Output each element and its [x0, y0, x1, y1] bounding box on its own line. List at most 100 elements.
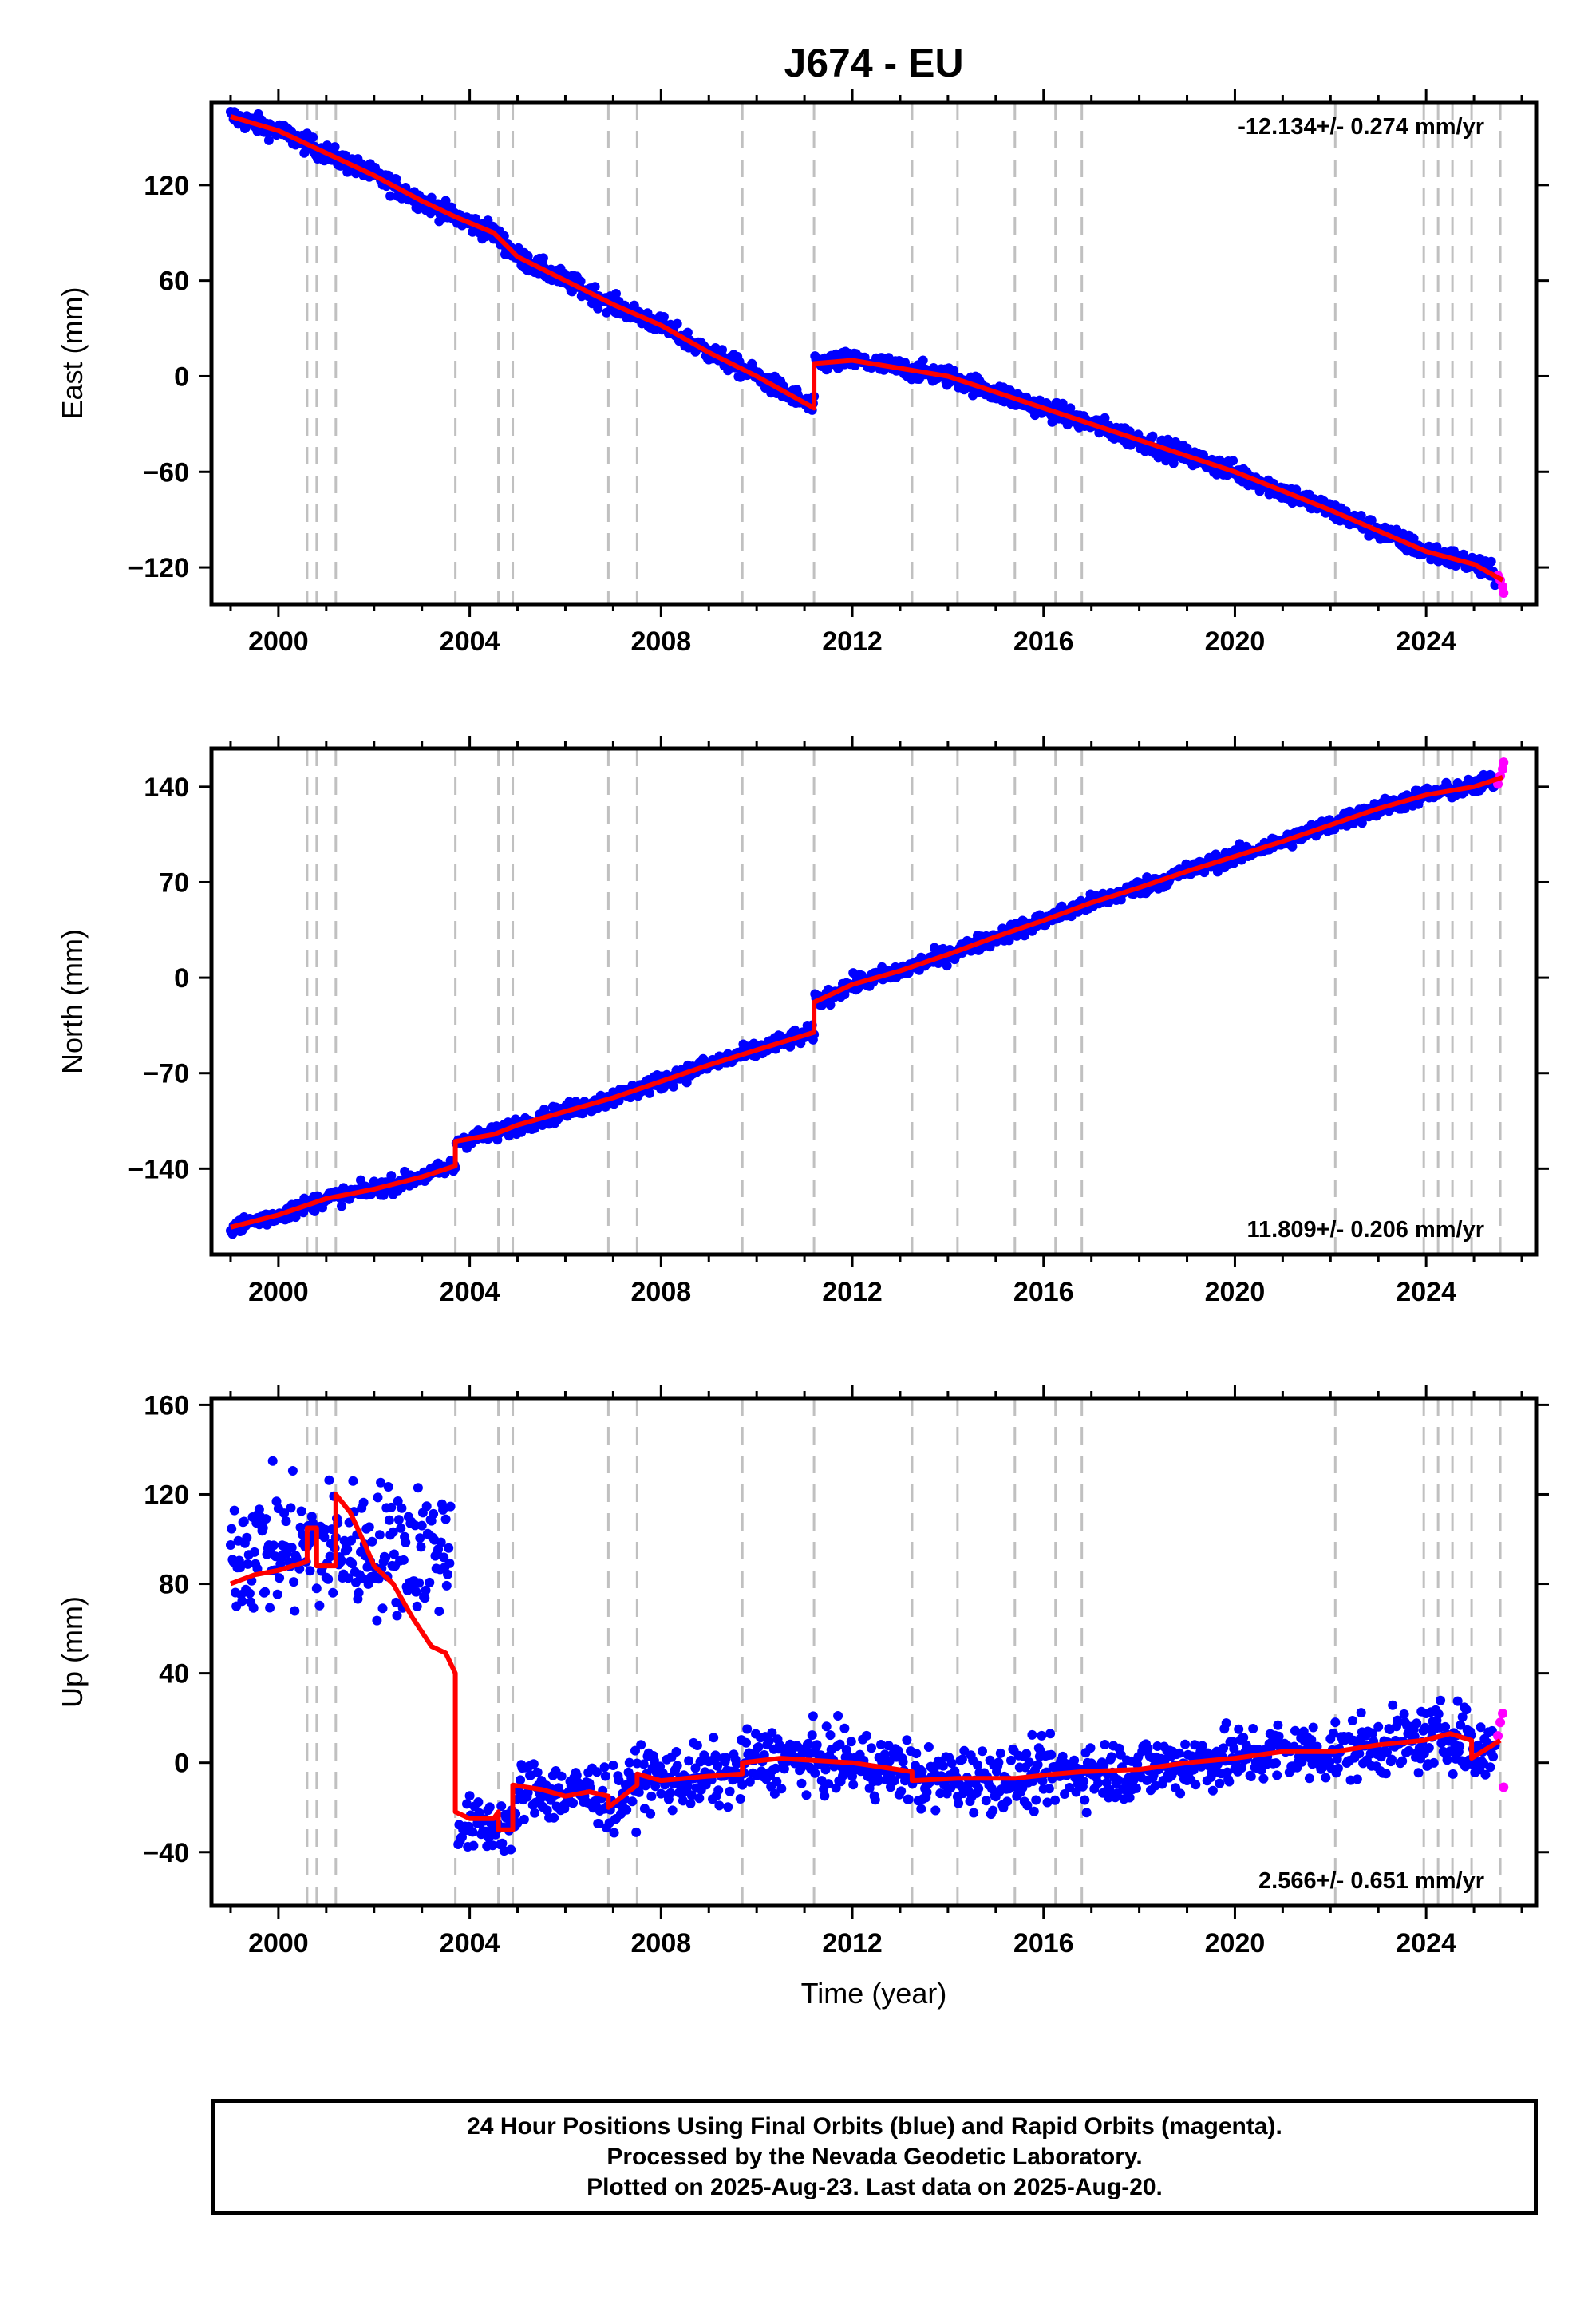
data-point [911, 1749, 922, 1759]
x-tick-label: 2020 [1205, 626, 1266, 657]
data-point [530, 1808, 540, 1818]
y-tick-label: −120 [128, 553, 189, 583]
data-point [1229, 1744, 1239, 1754]
data-point [286, 1503, 296, 1513]
data-point [609, 1828, 619, 1838]
data-point [893, 1745, 903, 1756]
data-point [713, 1761, 722, 1771]
x-tick-label: 2004 [440, 1277, 500, 1307]
data-point [462, 1799, 472, 1809]
data-point [1352, 1774, 1362, 1784]
data-point [1381, 1769, 1391, 1779]
data-point [519, 1814, 529, 1824]
data-point [1033, 1760, 1043, 1770]
data-point [373, 1492, 383, 1503]
y-tick-label: 140 [144, 773, 189, 803]
data-point [324, 1475, 334, 1485]
data-point [229, 1505, 239, 1516]
data-point [1328, 1728, 1338, 1738]
data-point [1100, 1740, 1110, 1749]
x-tick-label: 2012 [822, 1277, 883, 1307]
data-point [1246, 1772, 1256, 1781]
x-tick-label: 2008 [631, 1277, 692, 1307]
data-point [682, 327, 693, 338]
data-point [348, 1476, 358, 1486]
data-point [1274, 1731, 1284, 1741]
data-point [732, 1759, 741, 1769]
data-point [1019, 931, 1029, 941]
data-point [636, 1740, 646, 1750]
rapid-data-point [1499, 757, 1509, 768]
east-panel: 2000 2004 2008 2012 2016 2020 2024 −120 −60 0 60 12… [56, 89, 1549, 657]
data-point [820, 1791, 830, 1801]
data-point [1480, 1769, 1491, 1780]
x-axis: 2000 2004 2008 2012 2016 2020 2024 [229, 1385, 1523, 1958]
data-point [1488, 1752, 1499, 1762]
data-point [392, 1611, 402, 1621]
data-point [624, 1757, 634, 1768]
data-point [1100, 413, 1110, 423]
data-point [825, 1730, 836, 1741]
data-point [1002, 1796, 1013, 1807]
x-tick-label: 2020 [1205, 1928, 1266, 1958]
data-point [358, 1497, 369, 1508]
data-point [367, 1536, 377, 1547]
data-point [1175, 1788, 1186, 1799]
data-point [436, 1537, 446, 1547]
x-tick-label: 2000 [248, 626, 309, 657]
footer-line-2: Processed by the Nevada Geodetic Laborat… [606, 2143, 1143, 2170]
x-tick-label: 2004 [440, 626, 500, 657]
data-point [896, 1786, 907, 1796]
data-point [549, 1812, 559, 1823]
data-point [995, 1748, 1005, 1758]
data-point [807, 1730, 817, 1741]
data-point [622, 1804, 632, 1815]
data-point [638, 1759, 649, 1769]
data-point [420, 1593, 430, 1603]
data-point [383, 1482, 393, 1492]
velocity-rate-label: -12.134+/- 0.274 mm/yr [1238, 114, 1484, 140]
data-point [1368, 1728, 1377, 1738]
data-point [542, 1805, 552, 1816]
data-point [381, 1553, 391, 1563]
data-point [1330, 1717, 1341, 1728]
data-point [841, 1745, 851, 1755]
data-point [1321, 1773, 1331, 1783]
data-point [1356, 1708, 1366, 1718]
data-point [1273, 1720, 1283, 1730]
plot-frame [209, 100, 1539, 607]
data-point [644, 1088, 654, 1098]
data-point [314, 1600, 325, 1611]
data-point [1042, 1797, 1053, 1808]
data-point [1455, 1741, 1465, 1752]
data-point [1382, 1747, 1392, 1757]
data-point [227, 1524, 237, 1534]
footer-line-3: Plotted on 2025-Aug-23. Last data on 202… [587, 2173, 1163, 2200]
x-tick-label: 2020 [1205, 1277, 1266, 1307]
data-point [1180, 1739, 1191, 1749]
data-point [594, 1819, 604, 1828]
data-point [930, 1805, 941, 1816]
x-tick-label: 2004 [440, 1928, 500, 1958]
data-point [516, 1775, 526, 1785]
data-point [668, 1081, 678, 1092]
data-point [721, 1753, 731, 1763]
data-point [1258, 1773, 1269, 1784]
data-point [1037, 1730, 1047, 1741]
data-point [667, 1805, 678, 1816]
data-point [425, 1577, 435, 1587]
data-point [735, 1794, 745, 1804]
data-point [443, 1569, 452, 1579]
data-point [1436, 1695, 1446, 1705]
data-point [686, 1790, 697, 1800]
data-point [1448, 1769, 1458, 1779]
data-point [506, 1844, 516, 1855]
data-point [1236, 1763, 1246, 1773]
data-point [1486, 556, 1496, 567]
data-point [808, 1711, 818, 1721]
data-point [1442, 1755, 1452, 1765]
data-point [709, 1733, 719, 1743]
data-point [957, 1754, 967, 1765]
figure-title: J674 - EU [784, 41, 963, 85]
data-point [1399, 1709, 1409, 1719]
